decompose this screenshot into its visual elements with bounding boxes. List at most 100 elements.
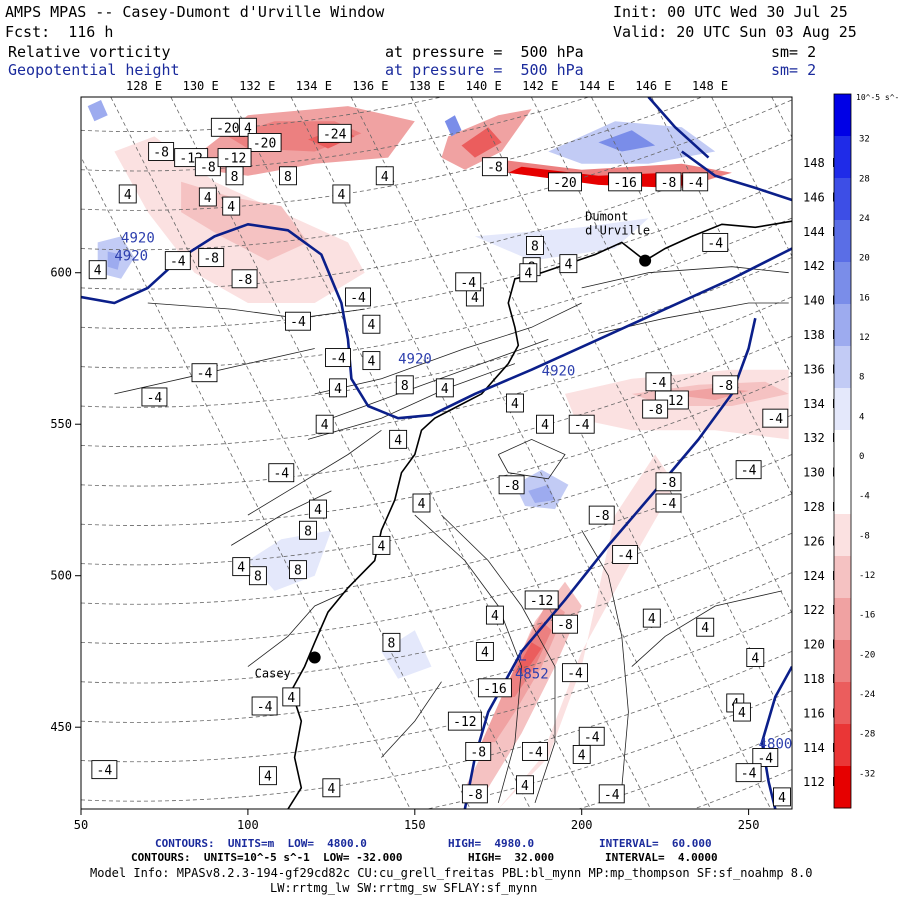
vorticity-label-box <box>524 590 559 610</box>
height-contour-label: 4920 <box>114 249 148 265</box>
vorticity-label: -8 <box>200 161 216 176</box>
vorticity-label-box <box>315 414 334 434</box>
vorticity-label-box <box>148 142 175 161</box>
vorticity-label-box <box>642 608 661 628</box>
field1-smoothing: sm= 2 <box>771 43 817 61</box>
vorticity-label: -8 <box>504 479 520 494</box>
vorticity-label-box <box>322 778 341 798</box>
vorticity-label-box <box>141 387 168 407</box>
longitude-line <box>110 97 471 809</box>
vorticity-label-box <box>247 132 282 152</box>
vorticity-label: 4 <box>471 291 479 306</box>
vorticity-contour-line <box>497 438 566 480</box>
vorticity-label: 4 <box>648 612 656 627</box>
vorticity-label-box <box>164 251 191 271</box>
vorticity-label-box <box>435 378 454 398</box>
vorticity-label: -4 <box>460 276 476 291</box>
vorticity-label-box <box>712 375 739 395</box>
vorticity-label: 4 <box>541 418 549 433</box>
height-contour-line <box>681 150 792 202</box>
vorticity-label: 4 <box>441 382 449 397</box>
colorbar-swatch <box>834 640 851 683</box>
colorbar-swatch <box>834 136 851 179</box>
colorbar-tick-label: -28 <box>859 730 875 740</box>
vorticity-label: -24 <box>323 127 347 142</box>
vorticity-label: -4 <box>617 548 633 563</box>
longitude-label: 128 E <box>126 79 162 93</box>
vorticity-label: -4 <box>651 376 667 391</box>
vorticity-label: 8 <box>284 170 292 185</box>
vorticity-label: 4 <box>578 748 586 763</box>
right-edge-label: 132 E <box>803 431 839 445</box>
vorticity-label-box <box>522 741 548 761</box>
vorticity-label-box <box>309 499 327 519</box>
vorticity-label-box <box>477 678 512 698</box>
vorticity-region <box>444 115 462 137</box>
vorticity-label: 4 <box>511 397 519 412</box>
vorticity-region <box>87 100 108 122</box>
x-tick-label: 100 <box>237 818 259 830</box>
vorticity-label: -16 <box>483 682 506 697</box>
vorticity-label-box <box>655 472 682 492</box>
vorticity-label-box <box>91 760 118 780</box>
vorticity-contour-interval: INTERVAL= 4.0000 <box>605 851 718 864</box>
colorbar-tick-label: -4 <box>859 492 870 502</box>
vorticity-label-box <box>225 166 244 186</box>
vorticity-label-box <box>461 784 488 804</box>
vorticity-label: 4 <box>327 782 335 797</box>
vorticity-label: 4 <box>204 191 212 206</box>
vorticity-label: 4 <box>314 503 322 518</box>
vorticity-contour-line <box>314 302 582 395</box>
vorticity-label: -4 <box>290 315 306 330</box>
vorticity-label-box <box>382 632 401 652</box>
vorticity-label: 4 <box>738 706 746 721</box>
vorticity-label: -4 <box>574 418 590 433</box>
map-frame <box>80 96 793 810</box>
right-edge-label: 146 E <box>803 190 839 204</box>
vorticity-label-box <box>572 745 591 764</box>
vorticity-label: -4 <box>97 764 113 779</box>
colorbar-frame <box>833 93 852 809</box>
latitude-labels: 148 E 146 E 144 E 142 E 140 E 138 E 136 E 134 E… <box>803 156 839 789</box>
vorticity-region <box>461 127 502 158</box>
vorticity-label-box <box>258 766 277 786</box>
vorticity-label: -16 <box>613 176 636 191</box>
vorticity-label: -4 <box>273 467 289 482</box>
vorticity-label-box <box>362 314 381 334</box>
vorticity-label-box <box>655 493 682 513</box>
vorticity-contour-line <box>581 266 789 289</box>
vorticity-label-box <box>588 505 615 525</box>
vorticity-label-box <box>279 166 297 186</box>
vorticity-label-box <box>598 784 625 804</box>
vorticity-label: 4 <box>244 121 252 136</box>
vorticity-label: 4 <box>524 267 532 282</box>
vorticity-label-box <box>231 269 258 289</box>
vorticity-label-box <box>198 187 217 207</box>
colorbar-tick-label: 20 <box>859 254 870 264</box>
vorticity-label: -4 <box>584 730 600 745</box>
vorticity-label: 4 <box>381 170 389 185</box>
vorticity-label: -4 <box>757 751 773 766</box>
longitude-line <box>651 97 792 377</box>
vorticity-label-box <box>612 545 639 564</box>
vorticity-label: -8 <box>203 252 219 267</box>
vorticity-label-box <box>752 748 779 767</box>
lat-lon-grid <box>81 97 792 809</box>
colorbar-swatch <box>834 766 851 809</box>
longitude-line <box>350 97 712 809</box>
latitude-line <box>577 729 792 809</box>
y-tick-label: 550 <box>50 417 72 431</box>
height-contour-label: 4852 <box>515 667 549 683</box>
vorticity-label-box <box>362 351 381 371</box>
field2-name: Geopotential height <box>8 61 180 79</box>
vorticity-label: -20 <box>216 121 239 136</box>
longitude-label: 134 E <box>296 79 332 93</box>
vorticity-region <box>498 454 676 809</box>
colorbar-tick-label: 8 <box>859 373 864 383</box>
right-edge-label: 138 E <box>803 328 839 342</box>
right-edge-label: 142 E <box>803 259 839 273</box>
colorbar-tick-label: 32 <box>859 135 870 145</box>
right-edge-label: 122 E <box>803 603 839 617</box>
vorticity-label: -8 <box>594 509 610 524</box>
vorticity-label: -4 <box>767 412 783 427</box>
